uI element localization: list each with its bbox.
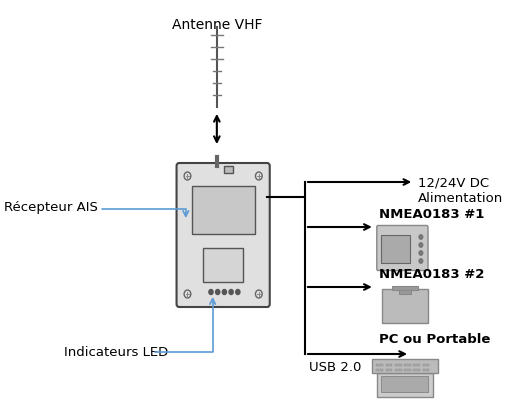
Bar — [203, 248, 243, 282]
Text: Indicateurs LED: Indicateurs LED — [64, 345, 168, 358]
FancyBboxPatch shape — [377, 226, 428, 271]
Text: Récepteur AIS: Récepteur AIS — [4, 200, 98, 213]
Bar — [372, 359, 438, 373]
Bar — [395, 369, 401, 371]
Text: PC ou Portable: PC ou Portable — [379, 333, 490, 345]
Bar — [423, 364, 429, 366]
Circle shape — [419, 259, 423, 264]
Bar — [382, 289, 428, 323]
Text: Antenne VHF: Antenne VHF — [172, 18, 262, 32]
Text: NMEA0183 #1: NMEA0183 #1 — [379, 207, 484, 220]
Circle shape — [215, 290, 220, 295]
Bar — [404, 369, 411, 371]
Bar — [376, 369, 383, 371]
Bar — [404, 364, 411, 366]
Bar — [386, 369, 392, 371]
Circle shape — [229, 290, 233, 295]
Bar — [376, 364, 383, 366]
Circle shape — [419, 251, 423, 256]
Bar — [414, 364, 420, 366]
Text: NMEA0183 #2: NMEA0183 #2 — [379, 268, 484, 281]
Bar — [382, 376, 428, 392]
FancyBboxPatch shape — [177, 164, 270, 307]
Bar — [192, 187, 255, 234]
Bar — [386, 364, 392, 366]
Circle shape — [223, 290, 227, 295]
Circle shape — [419, 235, 423, 240]
Bar — [395, 364, 401, 366]
Circle shape — [209, 290, 213, 295]
Bar — [392, 286, 418, 290]
Bar — [399, 289, 411, 294]
Text: USB 2.0: USB 2.0 — [309, 360, 362, 373]
Bar — [423, 369, 429, 371]
Circle shape — [419, 243, 423, 247]
Circle shape — [236, 290, 240, 295]
Bar — [414, 369, 420, 371]
Bar — [225, 166, 233, 174]
Text: 12/24V DC
Alimentation: 12/24V DC Alimentation — [419, 177, 503, 205]
Bar — [382, 235, 410, 263]
Bar — [377, 373, 433, 397]
